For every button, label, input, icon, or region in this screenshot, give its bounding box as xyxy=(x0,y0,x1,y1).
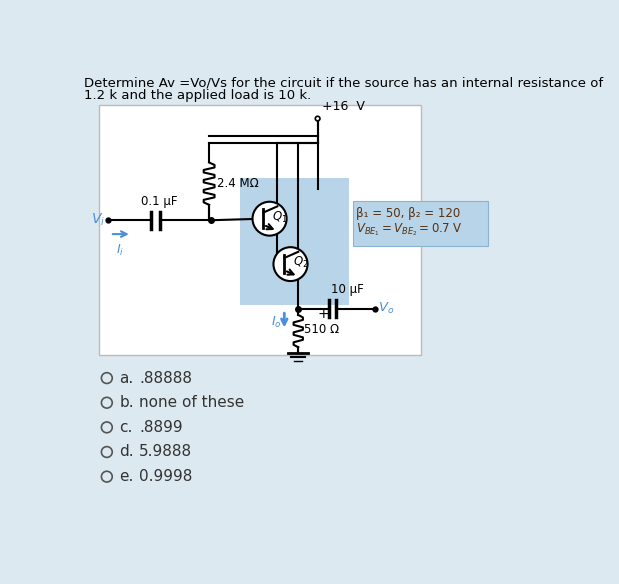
Text: Determine Av =Vo/Vs for the circuit if the source has an internal resistance of: Determine Av =Vo/Vs for the circuit if t… xyxy=(84,77,603,89)
Text: +16  V: +16 V xyxy=(321,100,365,113)
Text: $Q_1$: $Q_1$ xyxy=(272,210,288,225)
Text: e.: e. xyxy=(119,469,134,484)
Bar xyxy=(352,201,488,246)
Text: none of these: none of these xyxy=(139,395,245,410)
Text: a.: a. xyxy=(119,371,134,385)
Text: 5.9888: 5.9888 xyxy=(139,444,193,460)
Text: d.: d. xyxy=(119,444,134,460)
Text: $I_o$: $I_o$ xyxy=(271,315,282,330)
Text: +: + xyxy=(318,307,329,321)
Text: 1.2 k and the applied load is 10 k.: 1.2 k and the applied load is 10 k. xyxy=(84,89,311,102)
Text: $I_i$: $I_i$ xyxy=(116,244,124,259)
Text: .8899: .8899 xyxy=(139,420,183,435)
Bar xyxy=(99,105,421,355)
Circle shape xyxy=(274,247,308,281)
Text: .88888: .88888 xyxy=(139,371,193,385)
Text: $V_{BE_1} = V_{BE_2} = 0.7$ V: $V_{BE_1} = V_{BE_2} = 0.7$ V xyxy=(357,221,463,238)
Text: 0.1 μF: 0.1 μF xyxy=(141,195,178,208)
Circle shape xyxy=(253,201,287,235)
Text: $Q_2$: $Q_2$ xyxy=(293,255,308,270)
Text: $V_i$: $V_i$ xyxy=(91,212,105,228)
Text: 2.4 MΩ: 2.4 MΩ xyxy=(217,177,259,190)
Text: b.: b. xyxy=(119,395,134,410)
Text: c.: c. xyxy=(119,420,132,435)
Text: 0.9998: 0.9998 xyxy=(139,469,193,484)
Bar xyxy=(240,178,348,305)
Text: 10 μF: 10 μF xyxy=(331,283,363,297)
Text: $V_o$: $V_o$ xyxy=(378,301,394,317)
Text: β₁ = 50, β₂ = 120: β₁ = 50, β₂ = 120 xyxy=(357,207,461,220)
Text: 510 Ω: 510 Ω xyxy=(305,323,340,336)
